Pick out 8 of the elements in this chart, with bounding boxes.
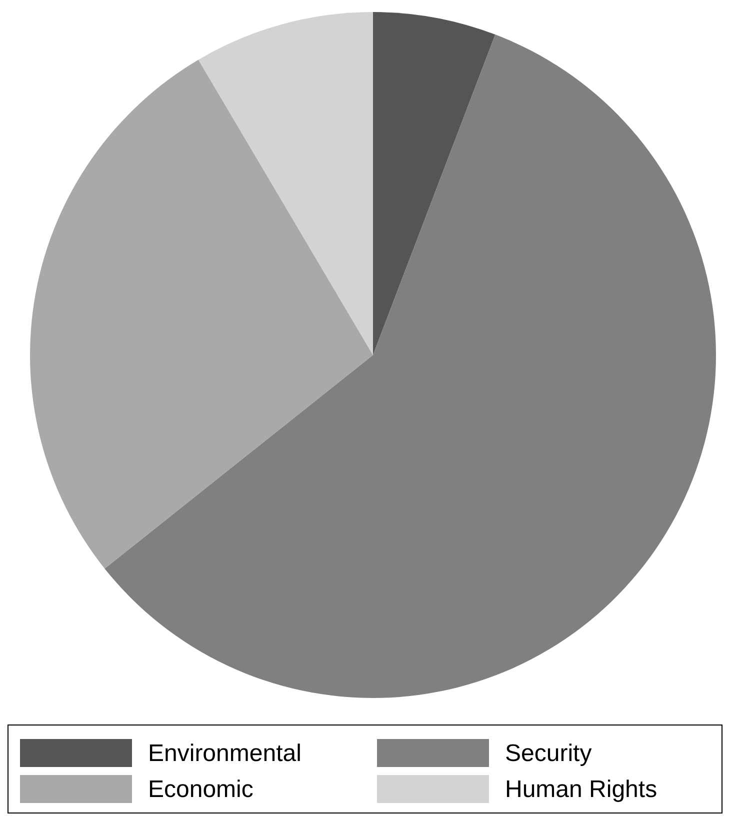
- legend-label: Human Rights: [505, 776, 658, 803]
- pie-slice: [104, 34, 716, 698]
- pie-slice: [373, 12, 496, 355]
- legend-label: Security: [505, 740, 592, 767]
- pie-slice: [198, 12, 373, 355]
- legend-label: Economic: [148, 776, 254, 803]
- pie-slice: [30, 60, 373, 569]
- legend-label: Environmental: [148, 740, 302, 767]
